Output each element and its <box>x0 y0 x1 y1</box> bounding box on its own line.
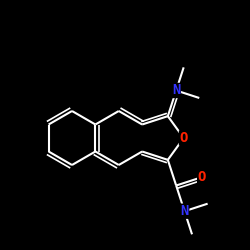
Text: N: N <box>180 204 189 218</box>
Text: O: O <box>180 131 188 145</box>
Text: O: O <box>198 170 206 184</box>
Text: N: N <box>172 84 180 98</box>
